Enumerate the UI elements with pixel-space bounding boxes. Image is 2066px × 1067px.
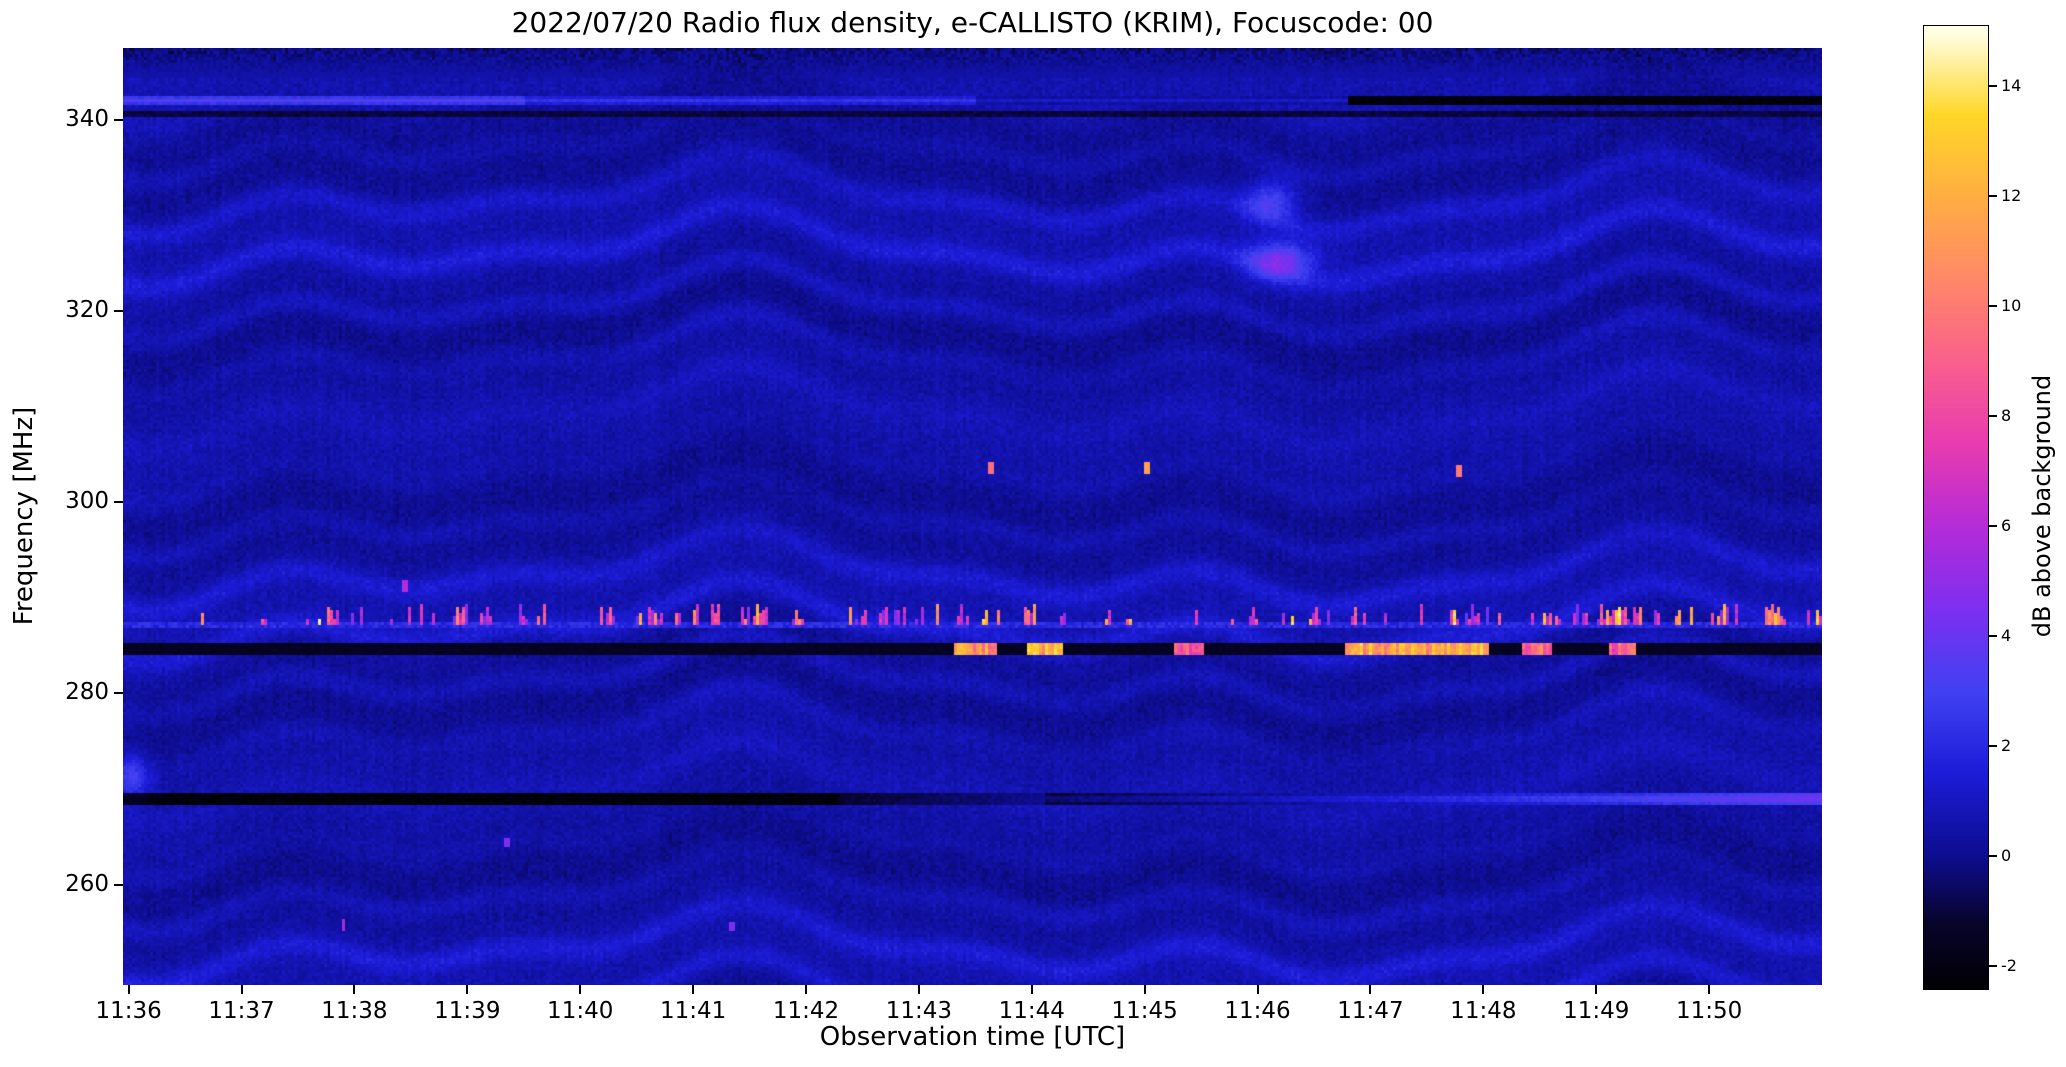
y-tick-mark xyxy=(114,501,123,504)
x-tick-mark xyxy=(127,985,130,994)
x-tick-mark xyxy=(1708,985,1711,994)
colorbar-label: dB above background xyxy=(2028,374,2056,638)
chart-title: 2022/07/20 Radio flux density, e-CALLIST… xyxy=(511,6,1434,39)
y-tick-mark xyxy=(114,692,123,695)
x-tick-mark xyxy=(353,985,356,994)
x-tick-mark xyxy=(917,985,920,994)
colorbar-tick-label: 14 xyxy=(2001,75,2022,95)
colorbar-tick-label: 6 xyxy=(2001,515,2012,535)
y-axis-label: Frequency [MHz] xyxy=(9,406,39,626)
x-tick-mark xyxy=(1143,985,1146,994)
x-tick-mark xyxy=(1482,985,1485,994)
x-tick-label: 11:45 xyxy=(1111,998,1178,1024)
x-tick-label: 11:40 xyxy=(547,998,614,1024)
x-tick-label: 11:36 xyxy=(95,998,162,1024)
x-tick-mark xyxy=(804,985,807,994)
colorbar-tick-label: 2 xyxy=(2001,735,2012,755)
colorbar-tick-mark xyxy=(1989,964,1997,967)
colorbar xyxy=(1923,25,1989,990)
colorbar-tick-label: 10 xyxy=(2001,295,2022,315)
colorbar-tick-label: 8 xyxy=(2001,405,2012,425)
colorbar-tick-mark xyxy=(1989,84,1997,87)
x-tick-label: 11:49 xyxy=(1563,998,1630,1024)
x-tick-label: 11:44 xyxy=(998,998,1065,1024)
y-tick-label: 320 xyxy=(65,296,109,323)
x-tick-label: 11:38 xyxy=(321,998,388,1024)
y-tick-label: 280 xyxy=(65,679,109,706)
colorbar-tick-mark xyxy=(1989,194,1997,197)
x-tick-label: 11:48 xyxy=(1450,998,1517,1024)
y-tick-label: 260 xyxy=(65,870,109,897)
x-tick-mark xyxy=(240,985,243,994)
x-tick-label: 11:42 xyxy=(772,998,840,1024)
y-tick-label: 340 xyxy=(65,105,109,132)
x-tick-label: 11:46 xyxy=(1224,998,1291,1024)
x-tick-label: 11:41 xyxy=(659,998,727,1024)
colorbar-tick-mark xyxy=(1989,744,1997,747)
colorbar-tick-mark xyxy=(1989,414,1997,417)
y-tick-mark xyxy=(114,118,123,121)
x-axis-label: Observation time [UTC] xyxy=(819,1022,1126,1052)
x-tick-mark xyxy=(692,985,695,994)
y-tick-mark xyxy=(114,309,123,312)
colorbar-tick-mark xyxy=(1989,524,1997,527)
colorbar-tick-mark xyxy=(1989,304,1997,307)
colorbar-tick-mark xyxy=(1989,854,1997,857)
colorbar-tick-label: 12 xyxy=(2001,185,2022,205)
colorbar-tick-label: -2 xyxy=(2001,955,2017,975)
colorbar-tick-mark xyxy=(1989,634,1997,637)
x-tick-label: 11:37 xyxy=(208,998,275,1024)
x-tick-label: 11:43 xyxy=(885,998,953,1024)
y-tick-label: 300 xyxy=(65,488,109,515)
x-tick-label: 11:39 xyxy=(434,998,501,1024)
x-tick-mark xyxy=(579,985,582,994)
colorbar-tick-label: 4 xyxy=(2001,625,2012,645)
x-tick-label: 11:50 xyxy=(1675,998,1743,1024)
x-tick-label: 11:47 xyxy=(1337,998,1404,1024)
x-tick-mark xyxy=(466,985,469,994)
x-tick-mark xyxy=(1256,985,1259,994)
colorbar-tick-label: 0 xyxy=(2001,845,2012,865)
spectrogram-heatmap xyxy=(123,48,1822,985)
x-tick-mark xyxy=(1030,985,1033,994)
x-tick-mark xyxy=(1595,985,1598,994)
x-tick-mark xyxy=(1369,985,1372,994)
y-tick-mark xyxy=(114,883,123,886)
